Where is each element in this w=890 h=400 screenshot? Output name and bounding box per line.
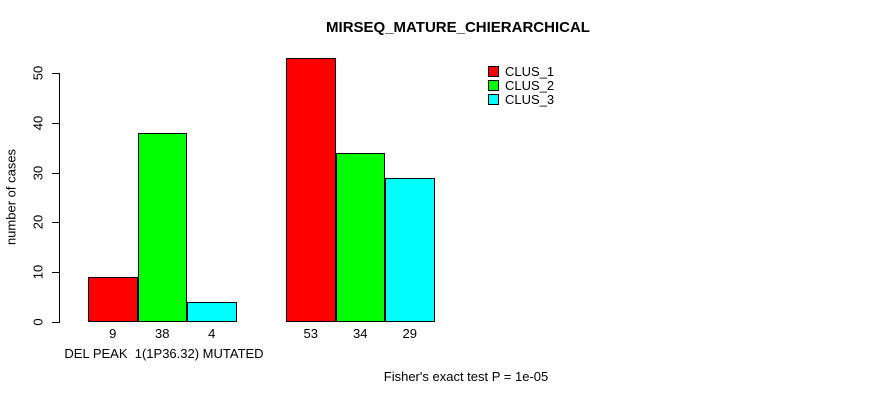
y-tick-label: 0 — [30, 318, 46, 326]
stat-test-annotation: Fisher's exact test P = 1e-05 — [383, 369, 549, 384]
bar-clus_3-group1 — [187, 302, 237, 322]
y-tick — [52, 122, 59, 124]
y-tick — [52, 322, 59, 323]
bar-clus_1-group1 — [88, 277, 138, 322]
legend-item: CLUS_1 — [488, 64, 555, 79]
bar-value-label: 9 — [109, 326, 117, 341]
legend-item: CLUS_3 — [488, 92, 555, 107]
bar-value-label: 29 — [402, 326, 417, 341]
y-tick-label: 10 — [30, 264, 46, 280]
y-tick — [52, 222, 59, 224]
legend-swatch — [488, 80, 499, 91]
chart-title: MIRSEQ_MATURE_CHIERARCHICAL — [326, 19, 590, 36]
y-tick-label: 20 — [30, 215, 46, 230]
legend-item: CLUS_2 — [488, 78, 555, 93]
legend-swatch — [488, 66, 499, 77]
y-tick — [52, 73, 59, 74]
legend: CLUS_1 CLUS_2 CLUS_3 — [488, 64, 555, 107]
x-axis-group-label: DEL PEAK 1(1P36.32) MUTATED — [64, 346, 264, 361]
legend-swatch — [488, 94, 499, 105]
bar-value-label: 34 — [353, 326, 368, 341]
bar-value-label: 53 — [303, 326, 318, 341]
bar-clus_1-group2 — [286, 58, 336, 322]
y-tick — [52, 272, 59, 274]
bar-clus_3-group2 — [385, 177, 435, 322]
bar-value-label: 38 — [155, 326, 170, 341]
legend-label: CLUS_1 — [505, 64, 555, 79]
legend-label: CLUS_3 — [505, 92, 555, 107]
legend-label: CLUS_2 — [505, 78, 555, 93]
y-tick-label: 30 — [30, 165, 46, 180]
y-axis-line — [59, 73, 60, 323]
y-tick — [52, 172, 59, 174]
bar-value-label: 4 — [208, 326, 216, 341]
y-tick-label: 40 — [30, 115, 46, 131]
bar-clus_2-group1 — [137, 132, 187, 322]
y-tick-label: 50 — [30, 65, 46, 81]
y-axis-label: number of cases — [3, 148, 19, 246]
bar-clus_2-group2 — [335, 152, 385, 322]
